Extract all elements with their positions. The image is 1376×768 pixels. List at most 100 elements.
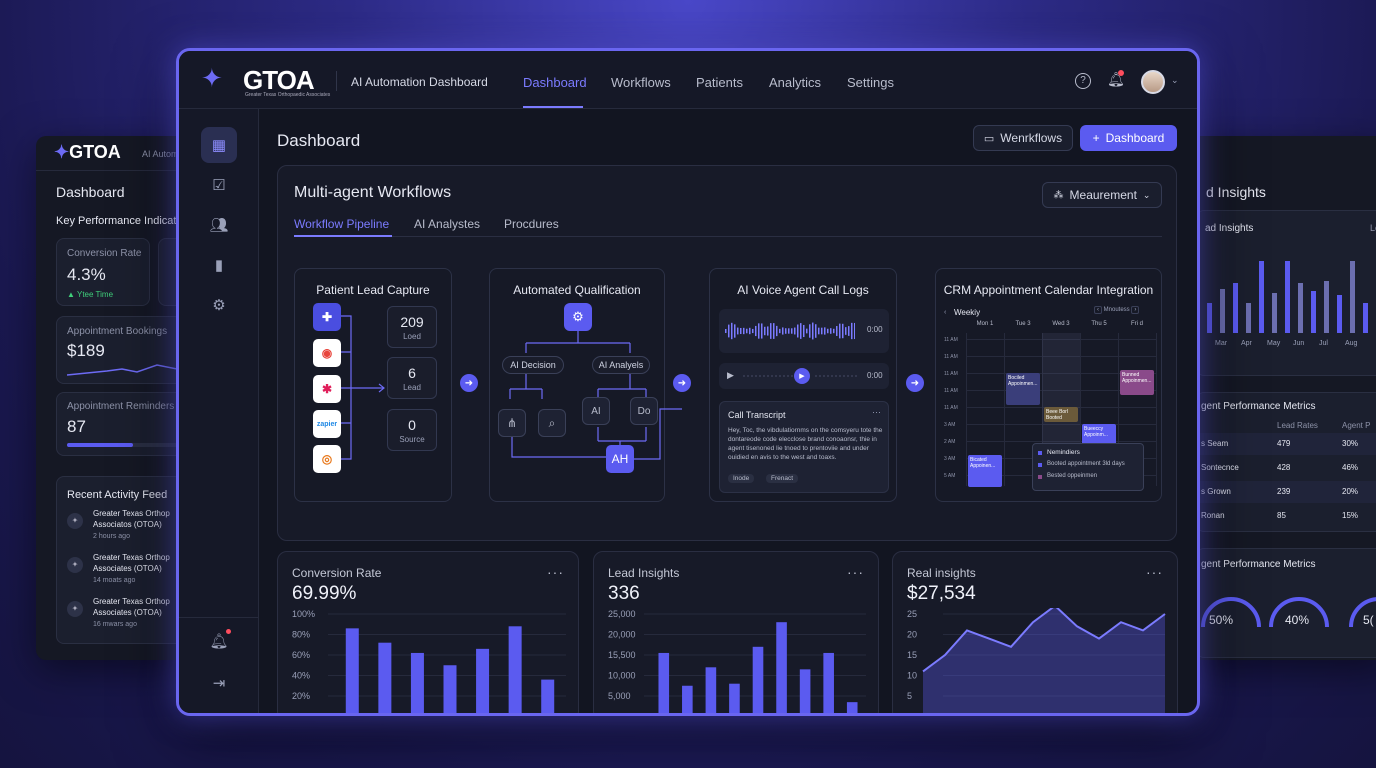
zapier-icon: zapier	[313, 410, 341, 438]
wave-bar	[785, 328, 787, 334]
help-icon[interactable]: ?	[1075, 73, 1091, 89]
bar	[682, 685, 693, 713]
calendar-event[interactable]: Bociled Appoinmen...	[1006, 373, 1040, 405]
tick-label: 15,500	[608, 650, 636, 660]
wave-bar	[731, 322, 733, 340]
wave-bar	[833, 328, 835, 334]
time-label: 5 AM	[944, 473, 956, 479]
wave-bar	[728, 324, 730, 338]
more-icon[interactable]: ···	[847, 564, 864, 580]
voice-agent-card[interactable]: AI Voice Agent Call Logs 0:00 ▶ ▶ 0:00 C…	[709, 268, 897, 502]
tick-label: 20,000	[608, 630, 636, 640]
right-bar	[1259, 261, 1264, 333]
wave-bar	[749, 327, 751, 335]
row-lead: 85	[1277, 511, 1286, 520]
slack-icon: ✱	[313, 375, 341, 403]
table-row	[1197, 481, 1376, 503]
day-header: Tue 3	[1015, 321, 1031, 327]
workflows-button[interactable]: ▭ Wenrkflows	[973, 125, 1073, 151]
automated-qualification-card[interactable]: Automated Qualification ⚙ AI Decision AI…	[489, 268, 682, 502]
bar	[345, 628, 359, 713]
nav-workflows[interactable]: Workflows	[611, 75, 671, 90]
tick-label: 60%	[292, 650, 310, 660]
lead-insights-card[interactable]: Lead Insights 336 ··· 25,000 20,000 15,500…	[593, 551, 879, 713]
right-bar	[1337, 295, 1342, 333]
measurement-dropdown[interactable]: ⁂ Meaurement ⌄	[1042, 182, 1162, 208]
conversion-rate-card[interactable]: Conversion Rate 69.99% ··· 100% 80% 60% 40%…	[277, 551, 579, 713]
activity-avatar-icon: ✦	[67, 557, 83, 573]
chrome-icon: ◉	[313, 339, 341, 367]
logout-icon[interactable]: ⇥	[212, 675, 226, 692]
bell-icon[interactable]: 🔔︎	[1107, 70, 1125, 87]
avatar[interactable]	[1141, 70, 1165, 94]
wave-bar	[761, 323, 763, 339]
nav-analytics[interactable]: Analytics	[769, 75, 822, 90]
reminders-popup: Nemindiers Booted appointment 3ld days Bes…	[1032, 443, 1144, 491]
wave-bar	[752, 328, 754, 334]
users-icon[interactable]: 👥︎	[209, 217, 229, 234]
time-label: 3 AM	[944, 422, 956, 428]
gear-icon[interactable]: ⚙	[212, 297, 226, 314]
arrow-right-icon: ➜	[460, 374, 478, 392]
conversion-bar-chart: 100% 80% 60% 40% 20%	[292, 609, 566, 713]
calendar-check-icon[interactable]: ☑	[212, 177, 226, 194]
wave-bar	[815, 324, 817, 338]
wave-bar	[746, 328, 748, 334]
share-icon: ⋔	[498, 409, 526, 437]
left-conversion-card[interactable]: Conversion Rate 4.3% ▲ Ytee Time	[56, 238, 150, 306]
calendar-event[interactable]: Bicated Appoinen...	[968, 454, 1002, 487]
play-button-icon[interactable]: ▶	[794, 368, 810, 384]
bar	[508, 626, 522, 713]
arrow-right-icon: ➜	[673, 374, 691, 392]
tab-procedures[interactable]: Procdures	[504, 217, 559, 231]
calendar-event[interactable]: Beee Borl Booted	[1044, 407, 1078, 422]
calendar-event[interactable]: Bunned Appoinmen...	[1120, 369, 1154, 395]
tick-label: 100%	[292, 609, 315, 619]
app-title: AI Automation Dashboard	[351, 75, 488, 89]
add-dashboard-button[interactable]: + Dashboard	[1080, 125, 1177, 151]
row-pct: 30%	[1342, 439, 1359, 448]
wave-bar	[827, 328, 829, 334]
call-transcript: Call Transcript ··· Hey, Toc, the vibdul…	[719, 401, 889, 493]
wave-bar	[806, 328, 808, 334]
day-header: Wed 3	[1052, 321, 1070, 327]
logo[interactable]: ✦ GTOA Greater Texas Orthopaedic Associa…	[201, 63, 331, 98]
robot-icon: ⚙	[564, 303, 592, 331]
chevron-down-icon: ⌄	[1142, 189, 1151, 200]
bar-chart-icon[interactable]: ▮	[214, 257, 224, 274]
activity-feed: Recent Activity Feed ✦ Greater Texas Orth…	[56, 476, 186, 644]
right-bar	[1246, 303, 1251, 333]
tab-ai-analysts[interactable]: AI Analystes	[414, 217, 481, 231]
bar	[823, 652, 834, 713]
play-icon[interactable]: ▶	[727, 370, 734, 380]
right-bar	[1272, 293, 1277, 333]
left-app-title: AI Autom	[142, 149, 179, 159]
more-icon[interactable]: ···	[547, 564, 564, 580]
wave-bar	[776, 325, 778, 337]
more-icon[interactable]: ···	[872, 407, 881, 417]
row-lead: 479	[1277, 439, 1291, 448]
chevron-left-icon[interactable]: ‹	[944, 309, 947, 316]
waveform-player-2[interactable]: ▶ ▶ 0:00	[719, 363, 889, 389]
ai-node: AI	[582, 397, 610, 425]
nav-dashboard[interactable]: Dashboard	[523, 75, 587, 90]
nav-settings[interactable]: Settings	[847, 75, 894, 90]
waveform-player-1[interactable]: 0:00	[719, 309, 889, 353]
tick-label: 40%	[292, 671, 310, 681]
calendar-mode-select[interactable]: ‹ Mnoutess ›	[1094, 306, 1140, 314]
notification-icon[interactable]: 🔔︎	[201, 623, 237, 659]
more-icon[interactable]: ···	[1146, 564, 1163, 580]
real-insights-card[interactable]: Real insights $27,534 ··· 25 20 15 10 5	[892, 551, 1178, 713]
chevron-down-icon[interactable]: ⌄	[1171, 75, 1179, 85]
activity-time: 16 mwars ago	[93, 621, 137, 628]
patient-lead-capture-card[interactable]: Patient Lead Capture ✚ ◉ ✱ zapier ◎ 209 L…	[294, 268, 452, 502]
wave-bar	[845, 327, 847, 335]
tab-workflow-pipeline[interactable]: Workflow Pipeline	[294, 217, 390, 231]
left-reminders-card[interactable]: Appointment Reminders 87	[56, 392, 186, 456]
crm-calendar-card[interactable]: CRM Appointment Calendar Integration ‹ W…	[935, 268, 1162, 502]
left-bookings-card[interactable]: Appointment Bookings $189	[56, 316, 186, 384]
nav-patients[interactable]: Patients	[696, 75, 743, 90]
grid-icon[interactable]: ▦	[201, 127, 237, 163]
left-rail: ▦ ☑ 👥︎ ▮ ⚙ 🔔︎ ⇥	[179, 109, 259, 713]
